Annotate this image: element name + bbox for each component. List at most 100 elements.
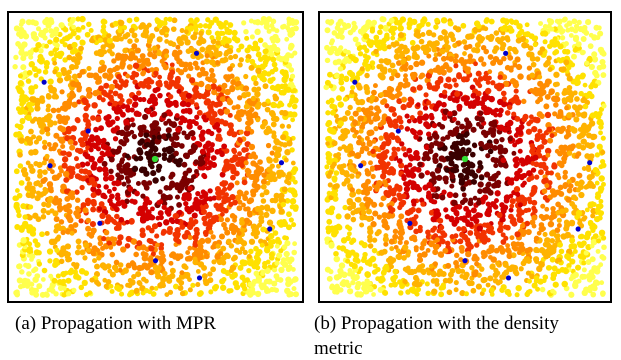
network-node xyxy=(477,188,483,195)
network-node xyxy=(82,207,89,214)
network-node xyxy=(50,86,57,94)
network-node xyxy=(229,157,236,164)
network-node xyxy=(141,262,148,269)
network-node xyxy=(29,253,36,260)
network-node xyxy=(224,29,230,35)
network-node xyxy=(286,18,293,25)
network-node xyxy=(551,265,558,272)
network-node xyxy=(249,34,255,40)
network-node xyxy=(57,125,64,132)
network-node xyxy=(426,53,432,59)
network-node xyxy=(34,241,41,248)
network-node xyxy=(463,132,469,138)
network-node xyxy=(227,122,234,129)
network-node xyxy=(378,92,384,98)
network-node xyxy=(102,194,108,200)
network-node xyxy=(581,216,587,222)
network-node xyxy=(476,100,482,106)
network-node xyxy=(496,170,501,176)
network-node xyxy=(118,129,126,137)
network-node xyxy=(280,201,286,208)
network-node xyxy=(227,22,234,28)
network-node xyxy=(568,291,575,298)
network-node xyxy=(490,175,497,182)
network-node xyxy=(559,29,565,35)
network-node xyxy=(497,112,503,118)
network-node xyxy=(109,236,116,242)
network-node xyxy=(377,29,383,36)
network-node xyxy=(271,267,278,273)
network-node xyxy=(157,255,163,261)
network-node xyxy=(117,93,124,100)
network-node xyxy=(234,37,241,44)
network-node xyxy=(76,87,82,93)
network-node xyxy=(250,95,257,102)
network-node xyxy=(220,254,227,261)
network-node xyxy=(444,134,451,140)
network-node xyxy=(346,231,352,237)
network-node xyxy=(228,288,234,294)
network-node xyxy=(342,96,349,102)
network-node xyxy=(489,230,496,236)
network-node xyxy=(131,43,138,50)
network-node xyxy=(156,200,162,206)
network-node xyxy=(43,126,51,133)
network-node xyxy=(488,247,495,254)
network-node xyxy=(108,201,115,207)
network-node xyxy=(415,102,421,107)
network-node xyxy=(163,219,170,226)
network-node xyxy=(110,241,117,247)
network-node xyxy=(89,137,95,143)
network-node xyxy=(48,146,54,152)
network-node xyxy=(596,64,603,71)
network-node xyxy=(328,194,334,201)
network-node xyxy=(556,223,562,229)
network-node xyxy=(42,144,48,150)
network-node xyxy=(33,72,39,78)
network-node xyxy=(212,51,218,57)
network-node xyxy=(514,116,521,122)
network-node xyxy=(278,89,285,96)
network-node xyxy=(590,213,596,219)
network-node xyxy=(197,261,205,268)
network-node xyxy=(566,150,573,156)
network-node xyxy=(411,219,418,227)
network-node xyxy=(351,262,358,270)
network-node xyxy=(401,146,407,152)
network-node xyxy=(465,250,472,258)
network-node xyxy=(434,167,442,174)
network-node xyxy=(337,268,343,274)
network-node xyxy=(20,203,27,210)
network-node xyxy=(118,138,125,145)
network-node xyxy=(360,146,365,152)
network-node xyxy=(425,247,431,253)
network-node xyxy=(599,58,606,66)
network-node xyxy=(91,102,98,109)
network-node xyxy=(227,182,235,189)
network-node xyxy=(79,39,85,45)
network-node xyxy=(71,24,77,30)
network-node xyxy=(155,273,162,280)
network-node xyxy=(464,139,471,146)
network-node xyxy=(199,46,206,53)
network-node xyxy=(549,246,557,253)
network-node xyxy=(33,249,41,256)
network-node xyxy=(196,141,203,148)
network-node xyxy=(140,70,146,77)
network-node xyxy=(224,88,231,96)
network-node xyxy=(377,39,383,45)
network-node xyxy=(183,200,189,207)
network-node xyxy=(425,29,433,37)
network-node xyxy=(493,139,499,145)
network-node xyxy=(272,230,279,236)
network-node xyxy=(53,52,60,59)
network-node xyxy=(277,100,283,106)
network-node xyxy=(557,241,564,248)
network-node xyxy=(388,17,395,24)
network-node xyxy=(469,151,476,158)
network-node xyxy=(13,168,20,175)
network-node xyxy=(98,85,104,92)
network-node xyxy=(248,238,256,245)
network-node xyxy=(82,112,89,120)
network-node xyxy=(246,126,252,131)
